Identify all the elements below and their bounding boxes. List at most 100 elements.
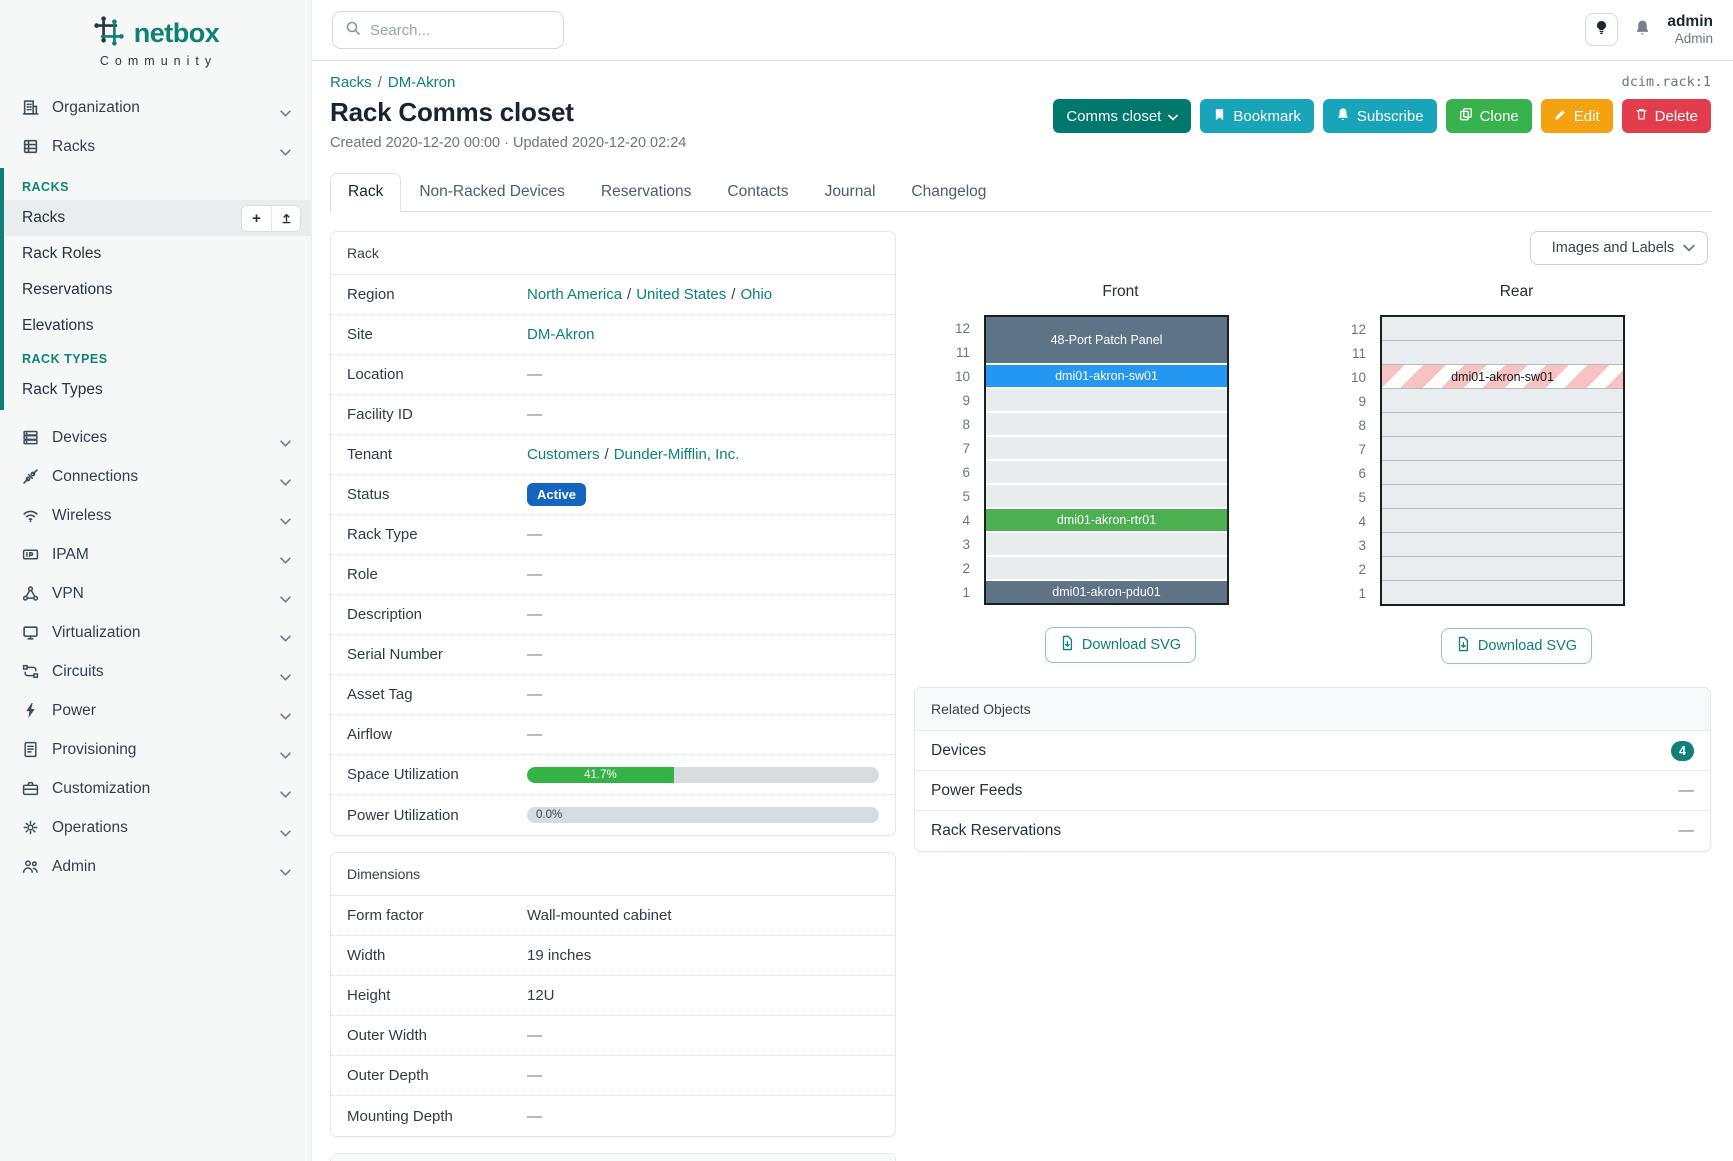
empty-slot[interactable] [1382,413,1623,436]
field-row-form-factor: Form factor Wall-mounted cabinet [331,896,895,936]
tab-non-racked-devices[interactable]: Non-Racked Devices [419,183,565,200]
sidebar-item-devices[interactable]: Devices [0,418,311,457]
sidebar-subitem-rack-types[interactable]: Rack Types [22,381,103,398]
bookmark-button[interactable]: Bookmark [1200,99,1314,133]
sidebar-item-connections[interactable]: Connections [0,457,311,496]
sidebar-item-organization[interactable]: Organization [0,88,311,127]
organization-icon [22,99,39,116]
tab-reservations[interactable]: Reservations [600,183,692,200]
sidebar-item-admin[interactable]: Admin [0,847,311,886]
sidebar-item-ipam[interactable]: IPAM [0,535,311,574]
related-row-power-feeds[interactable]: Power Feeds — [915,771,1710,811]
empty-slot[interactable] [986,461,1227,483]
page-subtitle: Created 2020-12-20 00:00 · Updated 2020-… [330,135,687,151]
action-buttons: Comms closet Bookmark Subscribe Clone [1053,99,1711,133]
edit-button[interactable]: Edit [1540,99,1613,133]
clone-button[interactable]: Clone [1445,99,1532,133]
site-link[interactable]: DM-Akron [527,326,595,343]
related-row-rack-reservations[interactable]: Rack Reservations — [931,822,1694,839]
field-row-mounting-depth: Mounting Depth — [347,1107,542,1125]
empty-slot[interactable] [1382,461,1623,484]
devices-icon [22,429,39,446]
download-svg-rear-button[interactable]: Download SVG [1440,628,1593,664]
search-input[interactable] [370,21,569,39]
empty-slot[interactable] [986,413,1227,435]
sidebar-item-virtualization[interactable]: Virtualization [0,613,311,652]
field-row-role: Role — [331,555,895,595]
region-link[interactable]: Ohio [740,286,773,303]
tab-contacts[interactable]: Contacts [727,183,789,200]
delete-button[interactable]: Delete [1621,99,1711,133]
device-pdu[interactable]: dmi01-akron-pdu01 [986,581,1227,603]
empty-slot[interactable] [986,485,1227,507]
import-racks-button[interactable] [271,205,300,231]
region-link[interactable]: North America [527,286,623,303]
chevron-down-icon [1168,108,1179,125]
empty-slot[interactable] [1382,581,1623,604]
file-download-icon [1060,635,1074,655]
empty-slot[interactable] [1382,341,1623,364]
sidebar-subitem-elevations[interactable]: Elevations [22,317,94,334]
page-title: Rack Comms closet [330,97,574,127]
tenant-group-link[interactable]: Customers [527,446,600,463]
empty-slot[interactable] [1382,317,1623,340]
empty-slot[interactable] [1382,485,1623,508]
empty-slot[interactable] [1382,557,1623,580]
sidebar-subitem-reservations[interactable]: Reservations [22,281,113,298]
sidebar-subitem-racks[interactable]: Racks + [4,200,311,236]
empty-slot[interactable] [1382,437,1623,460]
theme-toggle-button[interactable] [1585,13,1619,47]
tab-journal[interactable]: Journal [824,183,876,200]
elevation-view-select[interactable]: Images and Labels [1530,231,1708,265]
chevron-down-icon [280,824,291,837]
field-row-space-utilization: Space Utilization 41.7% [331,755,895,795]
add-rack-button[interactable]: + [242,205,271,231]
sidebar-subitem-rack-roles[interactable]: Rack Roles [22,245,102,262]
subscribe-button[interactable]: Subscribe [1322,99,1437,133]
device-switch-rear[interactable]: dmi01-akron-sw01 [1382,365,1623,388]
field-row-rack-type: Rack Type — [331,515,895,555]
empty-slot[interactable] [1382,389,1623,412]
device-patch-panel[interactable]: 48-Port Patch Panel [986,317,1227,363]
empty-slot[interactable] [986,389,1227,411]
empty-slot[interactable] [1382,509,1623,532]
field-row-outer-width: Outer Width — [331,1016,895,1056]
sidebar-item-racks[interactable]: Racks [0,127,311,166]
breadcrumb-link-racks[interactable]: Racks [330,74,372,91]
rear-unit-numbers: 12 11 10 9 8 7 6 5 4 3 2 1 [1350,322,1366,601]
related-row-devices[interactable]: Devices 4 [915,731,1710,771]
device-switch[interactable]: dmi01-akron-sw01 [986,365,1227,387]
brand[interactable]: netbox Community [0,0,311,74]
field-row-airflow: Airflow — [331,715,895,755]
tab-changelog[interactable]: Changelog [911,183,987,200]
sidebar-item-circuits[interactable]: Circuits [0,652,311,691]
download-svg-front-button[interactable]: Download SVG [1044,627,1197,663]
sidebar-item-operations[interactable]: Operations [0,808,311,847]
front-elevation: Front 12 11 10 9 8 7 6 5 4 3 2 1 48-Port Patch Pane… [936,283,1247,664]
sidebar-item-vpn[interactable]: VPN [0,574,311,613]
user-menu[interactable]: admin Admin [1667,13,1713,46]
notifications-button[interactable] [1634,19,1651,41]
rack-panel: Rack Region North America / United States /… [330,231,896,836]
racks-submenu: RACKS Racks + Rack Roles Reservations El… [0,168,311,410]
empty-slot[interactable] [986,437,1227,459]
tab-rack[interactable]: Rack [330,173,402,212]
empty-slot[interactable] [1382,533,1623,556]
admin-icon [22,858,39,875]
breadcrumb-link-site[interactable]: DM-Akron [387,74,456,91]
device-router[interactable]: dmi01-akron-rtr01 [986,509,1227,531]
sidebar-item-power[interactable]: Power [0,691,311,730]
sidebar-item-provisioning[interactable]: Provisioning [0,730,311,769]
empty-slot[interactable] [986,533,1227,555]
status-dropdown-button[interactable]: Comms closet [1053,99,1192,133]
sidebar-item-customization[interactable]: Customization [0,769,311,808]
region-link[interactable]: United States [636,286,727,303]
sidebar-item-wireless[interactable]: Wireless [0,496,311,535]
field-row-status: Status Active [331,475,895,515]
power-utilization-value: 0.0% [536,809,563,821]
provisioning-icon [22,741,39,758]
search-icon [345,20,361,40]
empty-slot[interactable] [986,557,1227,579]
customization-icon [22,780,39,797]
tenant-link[interactable]: Dunder-Mifflin, Inc. [613,446,740,463]
